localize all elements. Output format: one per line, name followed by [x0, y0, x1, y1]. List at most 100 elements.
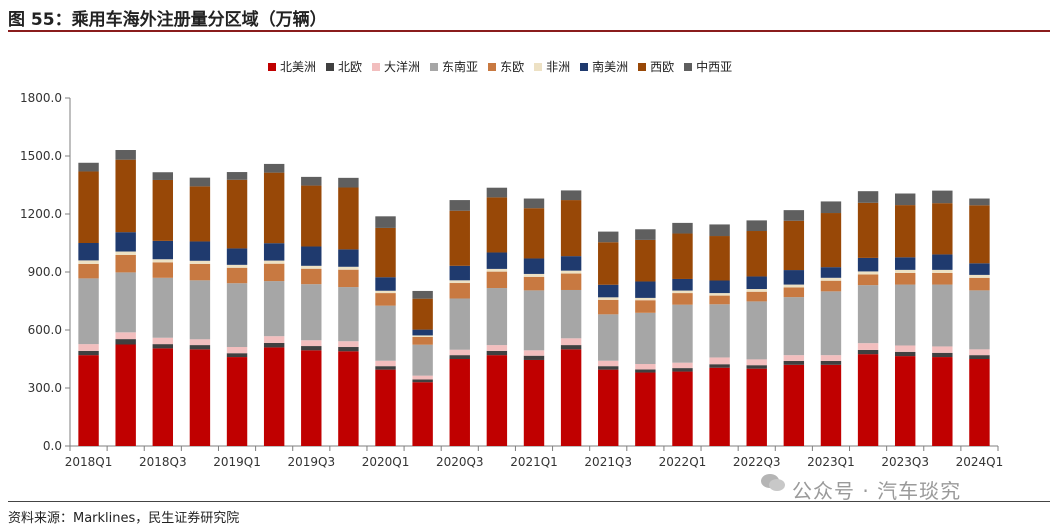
- bar-segment: [635, 372, 656, 446]
- bar-segment: [894, 284, 916, 346]
- bar-segment: [301, 284, 322, 341]
- bar-segment: [226, 357, 248, 446]
- bar-segment: [449, 359, 470, 446]
- legend-item: 北欧: [326, 58, 362, 75]
- bar-segment: [598, 297, 619, 300]
- bar-segment: [301, 350, 322, 446]
- legend-item: 中西亚: [684, 58, 732, 75]
- legend-swatch: [268, 62, 276, 71]
- bar-segment: [894, 205, 916, 258]
- bar-segment: [709, 293, 730, 296]
- stacked-bar-chart: 0.0 300.0 600.0 900.0 1200.0 1500.0 1800.0 2018…: [20, 91, 1003, 469]
- bar-segment: [598, 284, 619, 298]
- legend-label: 西欧: [650, 60, 675, 74]
- bar-segment: [338, 347, 359, 352]
- bar-segment: [152, 277, 174, 338]
- y-tick-label: 600.0: [28, 323, 62, 337]
- bar-segment: [115, 251, 136, 255]
- bar-segment: [857, 354, 879, 446]
- legend-item: 东欧: [488, 58, 524, 75]
- bar-segment: [672, 304, 693, 363]
- legend-swatch: [326, 62, 335, 71]
- bar-segment: [746, 365, 767, 369]
- legend-swatch: [534, 62, 543, 71]
- bar-segment: [746, 291, 767, 302]
- bar-segment: [820, 213, 842, 268]
- y-tick-label: 900.0: [28, 265, 62, 279]
- bar-segment: [301, 340, 322, 347]
- bar-segment: [152, 259, 174, 263]
- bar-segment: [115, 159, 136, 233]
- bar-segment: [709, 236, 730, 281]
- bar-segment: [263, 263, 285, 282]
- bar-segment: [523, 273, 545, 277]
- bar-segment: [115, 232, 136, 252]
- bar-segment: [523, 208, 545, 259]
- bar-segment: [263, 281, 285, 337]
- bar-segment: [486, 345, 508, 351]
- bar-segment: [672, 293, 693, 305]
- bar-segment: [449, 200, 470, 211]
- bar-segment: [263, 347, 285, 446]
- bar-segment: [560, 256, 582, 271]
- bar-segment: [894, 351, 916, 357]
- x-tick-label: 2022Q3: [733, 455, 781, 469]
- bar-segment: [709, 224, 730, 237]
- bar-segment: [263, 342, 285, 348]
- bar-segment: [820, 360, 842, 365]
- bar-segment: [523, 355, 545, 360]
- bar-segment: [857, 257, 879, 272]
- bar-segment: [412, 329, 433, 336]
- x-tick-label: 2023Q1: [807, 455, 855, 469]
- x-tick-label: 2019Q1: [213, 455, 261, 469]
- bar-segment: [857, 343, 879, 350]
- x-tick-label: 2020Q1: [362, 455, 410, 469]
- bar-segment: [338, 287, 359, 342]
- legend-item: 非洲: [534, 58, 570, 75]
- bar-segment: [412, 336, 433, 345]
- bar-segment: [412, 290, 433, 299]
- bar-segment: [412, 375, 433, 380]
- bar-segment: [894, 257, 916, 270]
- bar-segment: [783, 284, 805, 288]
- bar-segment: [115, 339, 136, 345]
- bar-segment: [820, 355, 842, 361]
- bar-segment: [560, 345, 582, 350]
- bar-segment: [449, 280, 470, 284]
- bar-segment: [523, 350, 545, 356]
- bar-segment: [486, 197, 508, 253]
- legend-item: 东南亚: [430, 58, 478, 75]
- bar-segment: [115, 254, 136, 273]
- bar-segment: [709, 367, 730, 446]
- bar-segment: [894, 193, 916, 206]
- bar-segment: [709, 295, 730, 305]
- bar-segment: [969, 274, 990, 278]
- bar-segment: [375, 290, 396, 294]
- x-tick-label: 2023Q3: [881, 455, 929, 469]
- bar-segment: [857, 274, 879, 286]
- bar-segment: [338, 177, 359, 188]
- bar-segment: [820, 277, 842, 281]
- bar-segment: [412, 382, 433, 446]
- bar-segment: [560, 289, 582, 339]
- bar-segment: [894, 345, 916, 352]
- bar-segment: [746, 359, 767, 366]
- legend-item: 北美洲: [268, 58, 316, 75]
- bar-segment: [598, 231, 619, 243]
- bar-segment: [115, 344, 136, 446]
- bar-segment: [635, 281, 656, 298]
- bar-segment: [375, 293, 396, 306]
- bar-segment: [820, 201, 842, 214]
- bar-segment: [932, 272, 953, 285]
- legend-swatch: [638, 62, 647, 71]
- bar-segment: [152, 337, 174, 345]
- x-tick-label: 2018Q3: [139, 455, 187, 469]
- bar-segment: [820, 364, 842, 446]
- bar-segment: [932, 254, 953, 270]
- bar-segment: [932, 357, 953, 446]
- bar-segment: [894, 269, 916, 273]
- bar-segment: [78, 162, 99, 172]
- bar-segment: [78, 344, 99, 351]
- legend-item: 西欧: [638, 58, 674, 75]
- bar-segment: [894, 356, 916, 446]
